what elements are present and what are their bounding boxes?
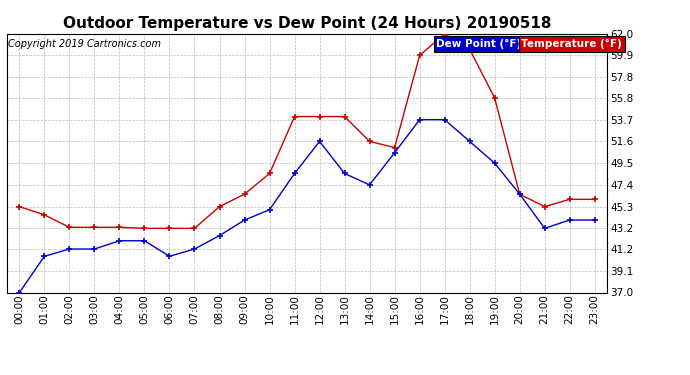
- Text: Copyright 2019 Cartronics.com: Copyright 2019 Cartronics.com: [8, 39, 161, 49]
- Title: Outdoor Temperature vs Dew Point (24 Hours) 20190518: Outdoor Temperature vs Dew Point (24 Hou…: [63, 16, 551, 31]
- Text: Temperature (°F): Temperature (°F): [522, 39, 622, 49]
- Text: Dew Point (°F): Dew Point (°F): [436, 39, 522, 49]
